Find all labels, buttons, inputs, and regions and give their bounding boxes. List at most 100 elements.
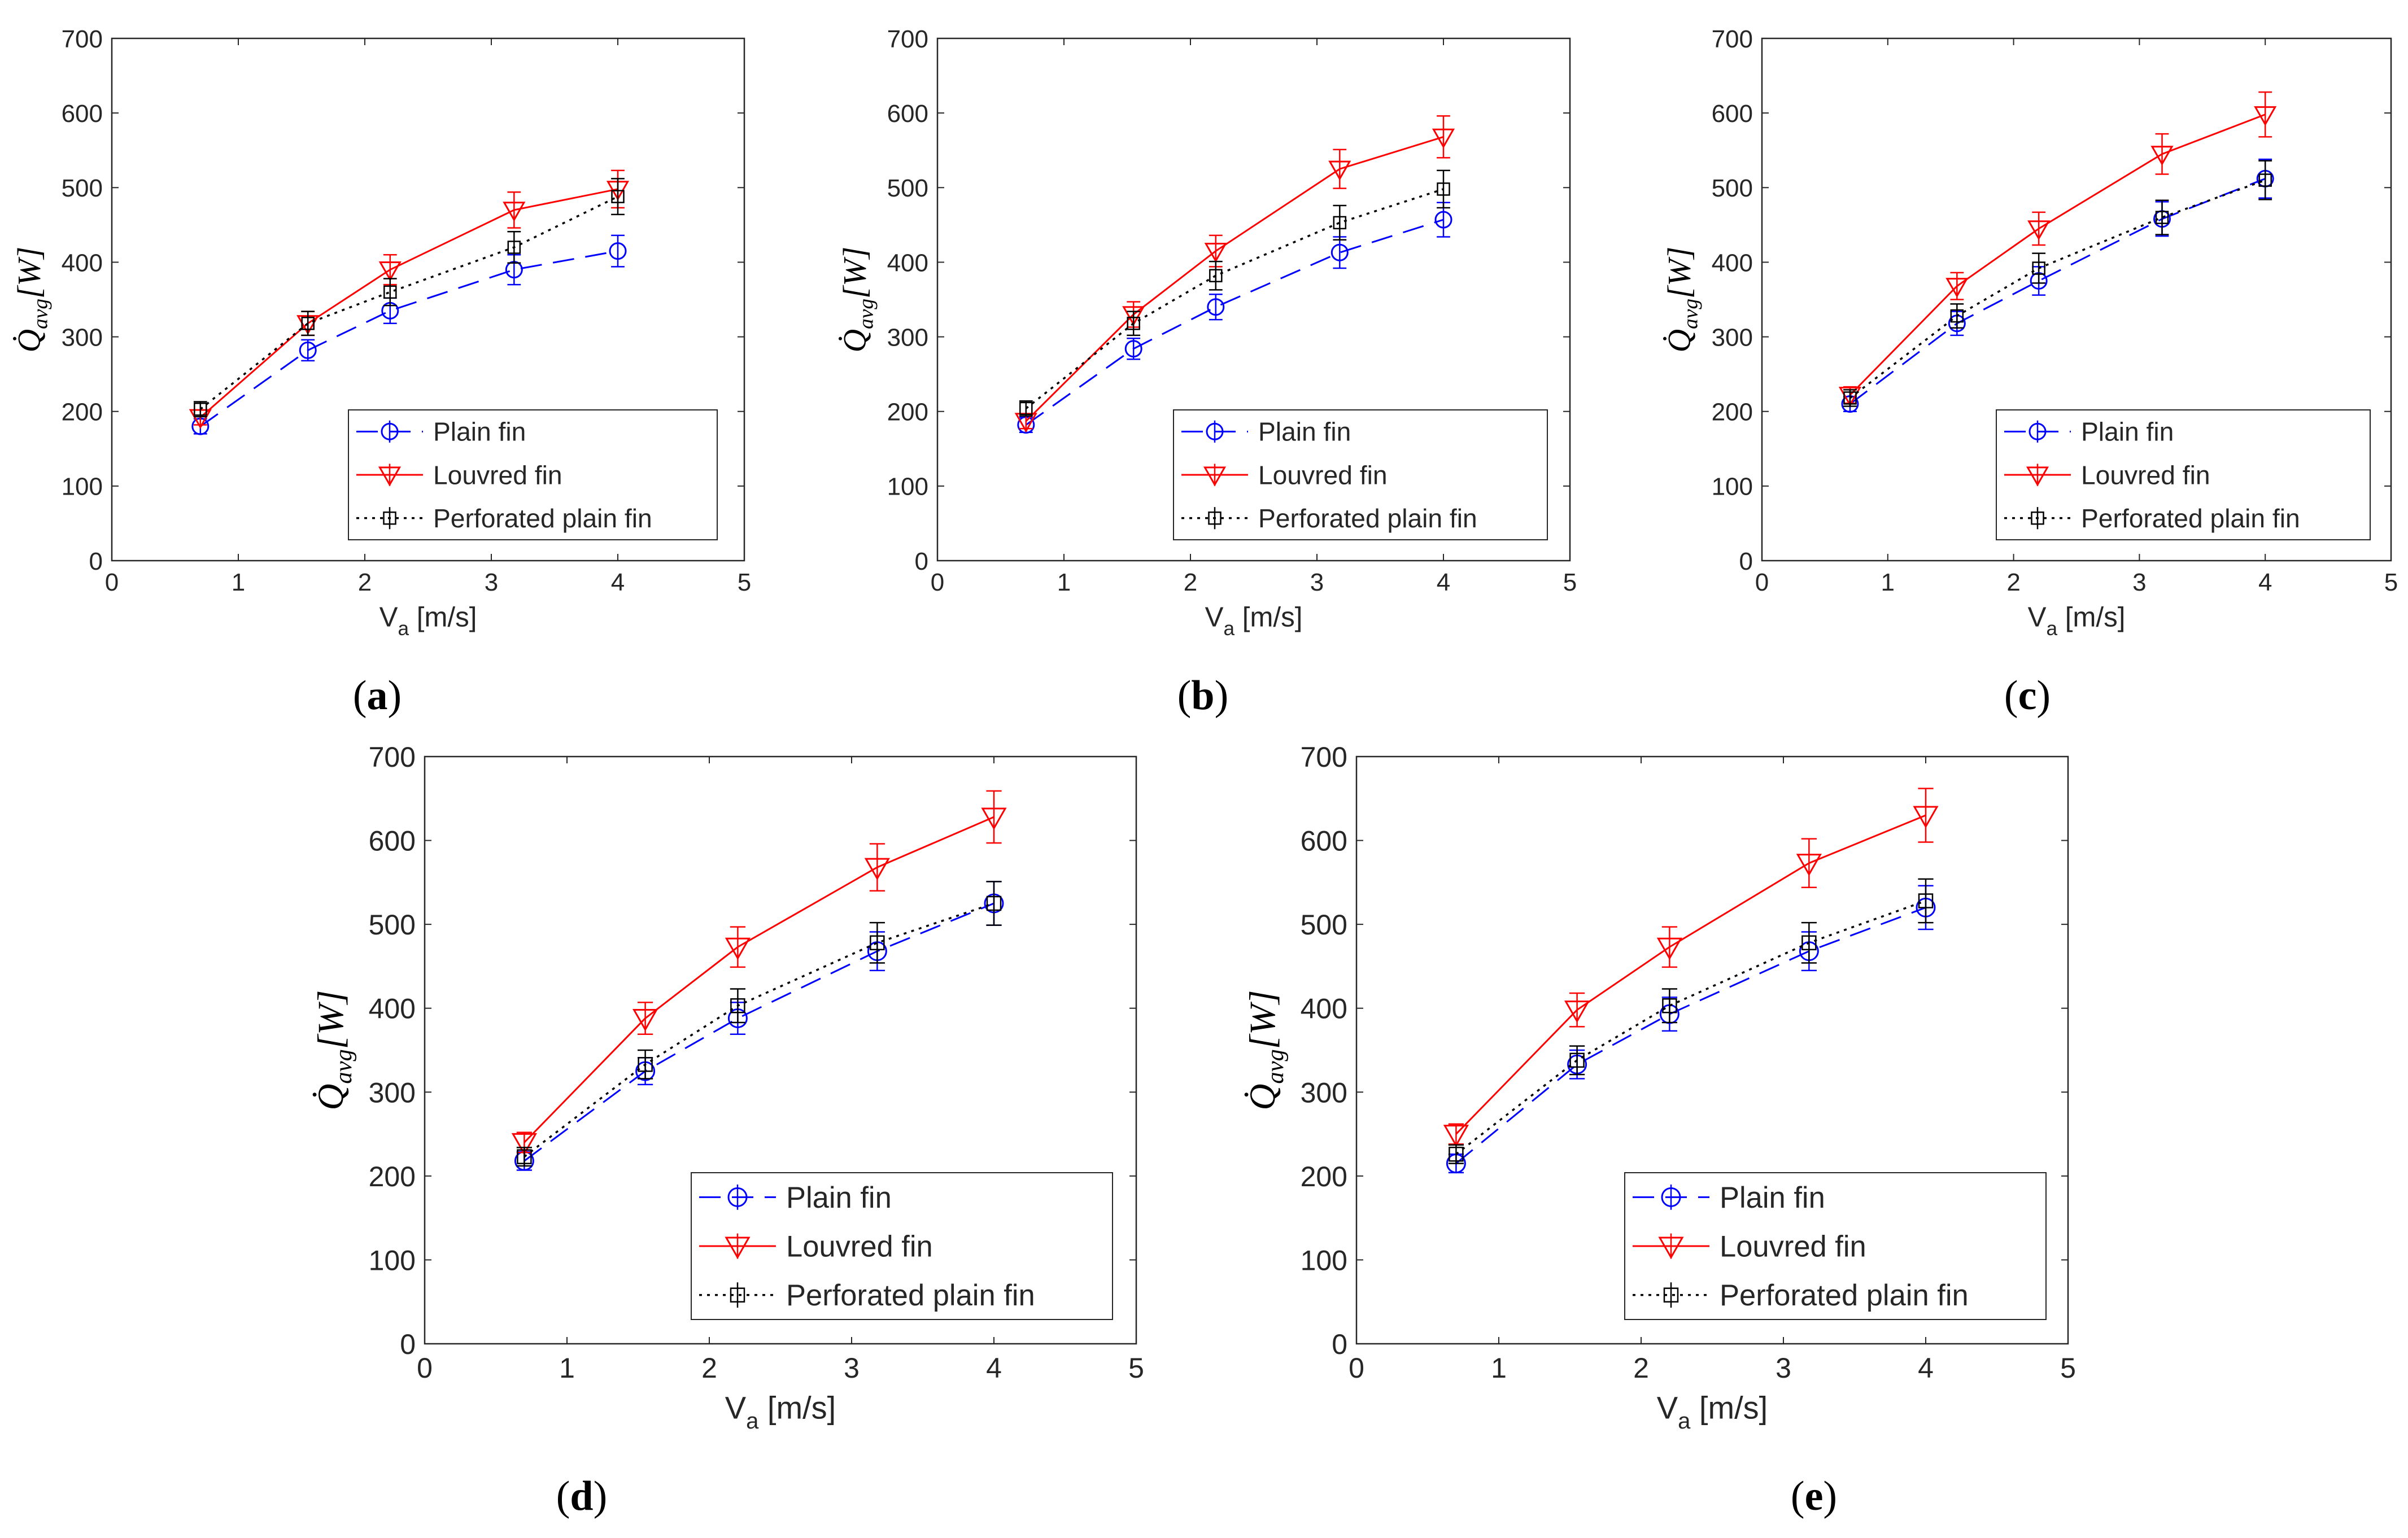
data-point-a-2-3 (507, 241, 521, 254)
series-line-b-0 (1025, 219, 1444, 426)
y-tick-label-a-5: 500 (62, 174, 103, 202)
y-tick-label-c-4: 400 (1712, 249, 1753, 277)
x-tick-label-d-4: 4 (986, 1352, 1002, 1384)
data-point-a-2-2 (383, 285, 397, 299)
data-point-b-1-3 (1328, 160, 1351, 181)
chart-panel-c: 0 1 2 3 4 5 0 100 200 300 400 500 600 700 Va [m/s] Q̇av… (1661, 25, 2398, 640)
x-tick-label-a-1: 1 (232, 569, 245, 596)
legend-label-b-0: Plain fin (1258, 417, 1351, 447)
y-axis-label-e: Q̇avg[W] (1242, 990, 1289, 1110)
data-point-c-2-3 (2155, 211, 2169, 224)
legend-marker-e-2 (1663, 1287, 1679, 1303)
data-point-b-2-1 (1127, 317, 1140, 330)
x-tick-label-b-2: 2 (1184, 569, 1197, 596)
chart-panel-d: 0 1 2 3 4 5 0 100 200 300 400 500 600 700 Va [m/s] Q̇av… (311, 741, 1144, 1434)
data-point-d-1-2 (725, 937, 751, 960)
data-point-e-2-1 (1569, 1052, 1585, 1068)
y-tick-label-b-7: 700 (887, 25, 928, 53)
y-tick-label-a-6: 600 (62, 100, 103, 128)
x-tick-label-e-3: 3 (1776, 1352, 1791, 1384)
data-point-d-1-4 (981, 807, 1007, 830)
y-tick-label-c-2: 200 (1712, 399, 1753, 426)
legend-b: Plain fin Louvred fin Perforated plain fin (1173, 409, 1548, 540)
chart-panel-a: 0 1 2 3 4 5 0 100 200 300 400 500 600 700 Va [m/s] Q̇av… (11, 25, 751, 640)
x-tick-label-e-0: 0 (1349, 1352, 1364, 1384)
error-bar-c-1-4 (2258, 91, 2272, 138)
x-tick-label-b-5: 5 (1563, 569, 1577, 596)
panel-label-b: (b) (1177, 672, 1229, 719)
data-point-a-2-1 (301, 317, 315, 330)
y-axis-label-b: Q̇avg[W] (837, 247, 878, 352)
panel-label-c: (c) (2004, 672, 2051, 719)
data-point-e-1-1 (1564, 1000, 1590, 1023)
data-point-c-2-1 (1950, 309, 1964, 323)
y-axis-label-a: Q̇avg[W] (11, 247, 52, 352)
x-tick-label-d-3: 3 (844, 1352, 860, 1384)
legend-marker-d-0 (727, 1187, 748, 1207)
series-line-b-2 (1025, 188, 1444, 409)
error-bar-e-1-3 (1801, 838, 1817, 889)
data-point-b-1-2 (1204, 242, 1227, 263)
legend-marker-c-1 (2026, 466, 2049, 487)
series-line-a-2 (199, 195, 618, 410)
error-bar-c-2-1 (1950, 303, 1964, 329)
error-bar-c-2-3 (2155, 199, 2169, 235)
legend-marker-c-0 (2029, 422, 2047, 440)
error-bar-a-2-0 (193, 401, 207, 418)
x-tick-label-d-2: 2 (701, 1352, 717, 1384)
x-tick-label-a-3: 3 (485, 569, 498, 596)
error-bar-b-2-2 (1209, 260, 1223, 291)
x-tick-label-a-4: 4 (611, 569, 625, 596)
x-tick-label-a-0: 0 (105, 569, 119, 596)
error-bar-d-1-3 (869, 843, 885, 892)
data-point-a-0-4 (609, 242, 627, 260)
legend-label-d-1: Louvred fin (786, 1230, 933, 1264)
x-axis-label-e: Va [m/s] (1657, 1390, 1768, 1434)
error-bar-b-1-3 (1333, 148, 1347, 189)
error-bar-a-1-3 (507, 191, 521, 229)
legend-label-d-2: Perforated plain fin (786, 1279, 1035, 1312)
y-tick-label-b-2: 200 (887, 399, 928, 426)
series-line-c-0 (1849, 178, 2266, 405)
data-point-d-2-0 (517, 1149, 532, 1164)
data-point-e-2-2 (1662, 998, 1677, 1013)
data-point-b-2-0 (1019, 401, 1033, 416)
y-tick-label-c-5: 500 (1712, 174, 1753, 202)
error-bar-a-2-2 (383, 278, 397, 307)
error-bar-d-1-2 (730, 926, 745, 968)
data-point-e-2-3 (1801, 935, 1817, 951)
legend-label-b-2: Perforated plain fin (1258, 504, 1477, 533)
error-bar-a-2-3 (507, 231, 521, 264)
data-point-c-1-0 (1838, 387, 1862, 407)
panel-label-c-letter: c (2018, 672, 2037, 719)
y-tick-label-d-3: 300 (369, 1077, 416, 1108)
y-tick-label-a-4: 400 (62, 249, 103, 277)
x-tick-label-b-0: 0 (931, 569, 944, 596)
data-point-a-1-3 (503, 202, 526, 222)
x-axis-label-a: Va [m/s] (379, 602, 477, 640)
legend-label-e-1: Louvred fin (1720, 1230, 1866, 1264)
legend-label-c-1: Louvred fin (2081, 460, 2210, 490)
x-tick-label-c-5: 5 (2384, 569, 2398, 596)
error-bar-a-2-4 (611, 178, 625, 216)
legend-marker-b-2 (1208, 511, 1222, 525)
legend-marker-a-0 (381, 422, 399, 440)
legend-marker-b-1 (1203, 466, 1227, 487)
data-point-c-2-2 (2032, 261, 2045, 275)
error-bar-c-2-4 (2258, 160, 2272, 200)
x-tick-label-c-2: 2 (2006, 569, 2020, 596)
data-point-c-1-4 (2254, 106, 2277, 126)
y-axis-label-d: Q̇avg[W] (311, 990, 357, 1110)
legend-c: Plain fin Louvred fin Perforated plain fin (1996, 409, 2371, 540)
legend-label-a-0: Plain fin (433, 417, 526, 447)
y-tick-label-e-5: 500 (1301, 909, 1347, 941)
legend-label-b-1: Louvred fin (1258, 460, 1388, 490)
error-bar-e-2-4 (1918, 878, 1934, 924)
series-line-d-0 (524, 902, 994, 1162)
error-bar-e-2-1 (1569, 1045, 1585, 1076)
panel-label-a: (a) (352, 672, 402, 719)
x-tick-label-c-3: 3 (2132, 569, 2146, 596)
data-point-b-1-4 (1432, 128, 1455, 148)
legend-d: Plain fin Louvred fin Perforated plain fin (691, 1172, 1113, 1320)
data-point-d-2-2 (730, 998, 745, 1013)
